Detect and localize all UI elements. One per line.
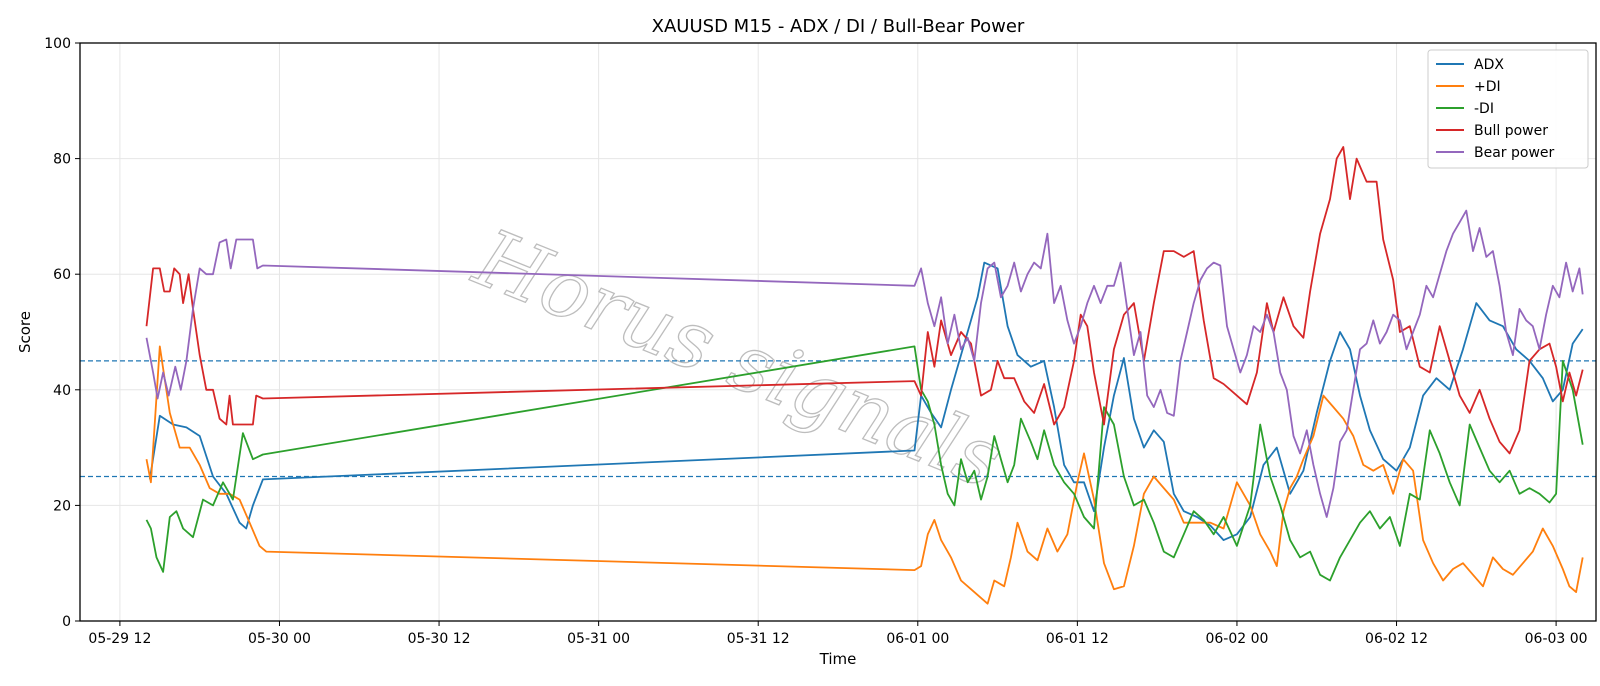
legend-label: -DI: [1474, 101, 1494, 117]
y-axis: 0 20 40 60 80 100: [44, 36, 80, 630]
legend-label: Bull power: [1474, 123, 1548, 139]
series-line-bull-power: [145, 146, 1584, 455]
x-tick-label: 06-02 00: [1205, 631, 1268, 647]
x-tick-label: 05-31 00: [567, 631, 630, 647]
plot-frame: [79, 42, 1597, 622]
legend: ADX +DI -DI Bull power Bear power: [1427, 49, 1589, 169]
x-axis: 05-29 12 05-30 00 05-30 12 05-31 00 05-31 12…: [88, 621, 1588, 647]
series-line-adx: [148, 261, 1584, 541]
series-line-bear-power: [145, 209, 1584, 518]
x-tick-label: 06-01 00: [886, 631, 949, 647]
legend-box: [1427, 49, 1589, 169]
x-tick-label: 06-03 00: [1525, 631, 1588, 647]
x-tick-label: 05-30 00: [248, 631, 311, 647]
series-lines: [145, 146, 1584, 605]
y-tick-label: 40: [53, 383, 71, 399]
y-tick-label: 20: [53, 498, 71, 514]
y-tick-label: 0: [62, 614, 71, 630]
grid: [80, 42, 1596, 622]
legend-label: +DI: [1474, 79, 1501, 95]
x-tick-label: 05-31 12: [727, 631, 790, 647]
y-axis-label: Score: [16, 311, 34, 353]
y-tick-label: 100: [44, 36, 71, 52]
x-tick-label: 06-01 12: [1046, 631, 1109, 647]
y-tick-label: 80: [53, 152, 71, 168]
x-tick-label: 05-29 12: [88, 631, 151, 647]
y-tick-label: 60: [53, 267, 71, 283]
series-line-di: [145, 345, 1584, 605]
series-line-di: [145, 345, 1584, 582]
x-tick-label: 06-02 12: [1365, 631, 1428, 647]
legend-label: ADX: [1474, 57, 1504, 73]
chart-title: XAUUSD M15 - ADX / DI / Bull-Bear Power: [652, 16, 1025, 37]
x-axis-label: Time: [819, 650, 857, 668]
legend-label: Bear power: [1474, 145, 1555, 161]
x-tick-label: 05-30 12: [408, 631, 471, 647]
